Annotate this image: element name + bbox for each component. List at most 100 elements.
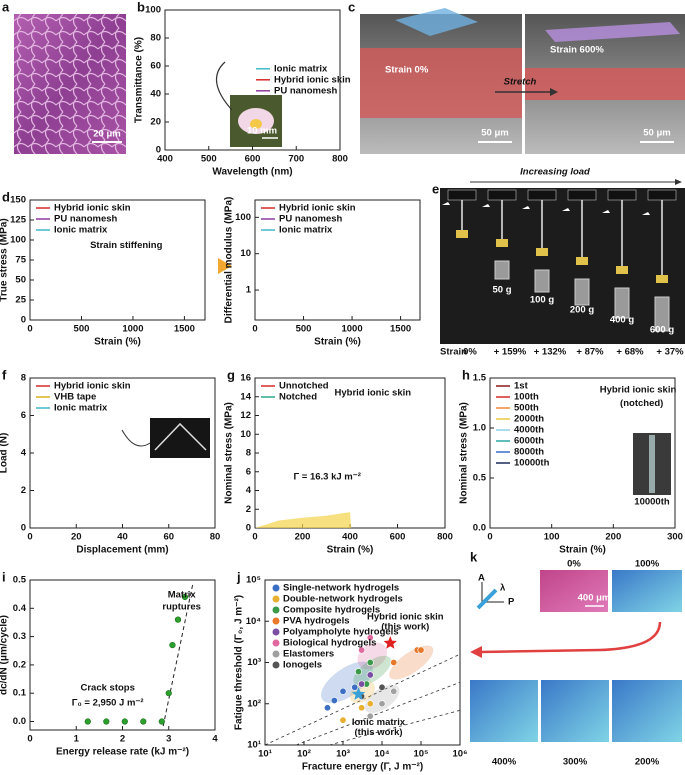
y-tick-label: 100	[235, 212, 251, 223]
x-axis-label: Strain (%)	[559, 545, 606, 556]
legend-swatch	[272, 595, 280, 603]
x-axis-label: Strain (%)	[314, 337, 361, 348]
point	[140, 718, 147, 725]
x-tick-label: 200	[605, 532, 621, 543]
y-tick-label: 25	[15, 295, 26, 306]
point	[339, 716, 347, 724]
inset-sample	[649, 435, 655, 493]
y-axis-label: dc/dN (μm/cycle)	[0, 615, 10, 695]
clip	[456, 230, 468, 238]
strain-value: + 132%	[534, 347, 567, 358]
legend-label: 6000th	[514, 436, 544, 447]
point	[358, 646, 366, 654]
annotation: Matrix	[168, 590, 197, 601]
x-tick-label: 0	[487, 532, 492, 543]
highlight-star	[383, 636, 397, 649]
panel-letter: f	[2, 367, 7, 382]
x-tick-label: 100	[544, 532, 560, 543]
point	[121, 718, 128, 725]
point	[84, 718, 91, 725]
point	[351, 683, 359, 691]
point	[174, 616, 182, 623]
panel-c: c Strain 0% Strain 600% Stretch 50 μm 50…	[348, 0, 685, 154]
legend-label: 100th	[514, 392, 539, 403]
x-tick-label: 80	[210, 532, 221, 543]
inset-sample	[154, 422, 207, 451]
point	[417, 646, 425, 654]
point	[390, 687, 398, 695]
y-tick-label: 0.5	[473, 473, 487, 484]
point	[378, 683, 386, 691]
x-tick-label: 600	[390, 532, 406, 543]
pointer	[642, 212, 650, 215]
legend-label: PVA hydrogels	[283, 616, 350, 627]
axis-label: A	[478, 573, 485, 584]
highlight-label: (this work)	[381, 622, 429, 633]
y-tick-label: 6	[246, 466, 251, 477]
annotation: Hybrid ionic skin	[335, 388, 412, 399]
legend-label: Biological hydrogels	[283, 638, 376, 649]
highlight-star	[351, 687, 366, 700]
y-tick-label: 10⁵	[246, 575, 261, 586]
strain-label: 0%	[567, 559, 581, 570]
panel-letter: b	[137, 0, 145, 14]
clamp	[607, 189, 637, 201]
x-tick-label: 200	[295, 532, 311, 543]
y-tick-label: 10	[240, 248, 251, 259]
clamp	[447, 189, 477, 201]
inset-photo: 10 mm	[216, 61, 282, 147]
x-axis-label: Fracture energy (Γ, J m⁻²)	[302, 762, 423, 773]
x-tick-label: 0	[252, 324, 257, 335]
chart: g 0 2 4 6 8 10 12 14 16 0 200 400 600 800 Strain (%) Nom…	[224, 367, 453, 555]
legend-label: Notched	[279, 392, 317, 403]
panel-letter: k	[470, 549, 478, 564]
legend-label: Elastomers	[283, 649, 334, 660]
y-tick-label: 1.5	[473, 373, 487, 384]
x-tick-label: 1500	[174, 324, 195, 335]
axis-label: λ	[500, 583, 506, 594]
annotation: Crack stops	[81, 683, 135, 694]
x-tick-label: 0	[27, 734, 32, 745]
x-tick-label: 800	[437, 532, 453, 543]
panel-letter: c	[348, 0, 355, 14]
y-tick-label: 10⁴	[246, 616, 262, 627]
pointer	[482, 204, 490, 207]
polarized-photo	[541, 680, 609, 742]
point	[366, 712, 374, 720]
point	[358, 680, 366, 688]
legend-swatch	[272, 606, 280, 614]
y-tick-label: 8	[21, 373, 26, 384]
panel-k: k A P λ 0% 100% 400% 300% 200% 400 μm	[470, 549, 682, 768]
clip	[616, 266, 628, 274]
x-tick-label: 20	[71, 532, 82, 543]
strain-value: + 159%	[494, 347, 527, 358]
legend-label: 2000th	[514, 414, 544, 425]
legend-label: PU nanomesh	[279, 214, 343, 225]
y-tick-label: 2	[246, 504, 251, 515]
x-tick-label: 400	[157, 154, 173, 165]
x-tick-label: 800	[332, 154, 348, 165]
panel-letter: a	[2, 0, 10, 14]
point	[366, 658, 374, 666]
point	[366, 634, 374, 642]
annotation: Γ₀ = 2,950 J m⁻²	[72, 698, 144, 709]
strain-label: Strain	[440, 347, 467, 358]
legend-label: Ionic matrix	[54, 225, 108, 236]
y-tick-label: 12	[240, 410, 251, 421]
y-tick-label: 0	[21, 523, 26, 534]
y-tick-label: 0.0	[473, 523, 486, 534]
annotation: ruptures	[162, 602, 201, 613]
y-tick-label: 0.4	[13, 603, 27, 614]
annotation: Hybrid ionic skin	[600, 385, 677, 396]
y-tick-label: 16	[240, 373, 251, 384]
polarized-photo	[540, 570, 608, 612]
point	[355, 668, 363, 676]
panel-a: a 20 μm	[2, 0, 126, 154]
skin-layer	[525, 68, 685, 100]
axis-label: P	[508, 597, 515, 608]
legend-label: 4000th	[514, 425, 544, 436]
legend-label: Double-network hydrogels	[283, 594, 403, 605]
polarized-photo	[612, 680, 682, 742]
x-tick-label: 10⁵	[413, 749, 428, 760]
